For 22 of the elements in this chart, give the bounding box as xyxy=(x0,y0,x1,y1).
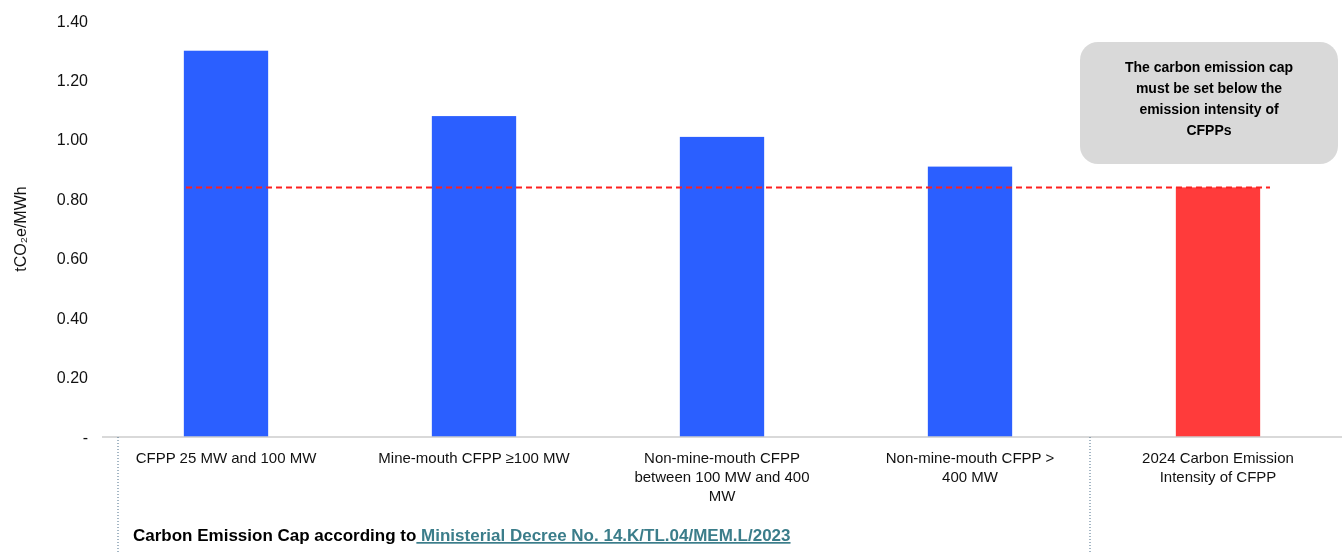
y-tick-label: 0.80 xyxy=(56,190,89,208)
y-tick-label: 0.40 xyxy=(56,309,89,327)
y-tick-label: 1.20 xyxy=(56,72,89,90)
bar xyxy=(927,166,1013,437)
y-tick-label: - xyxy=(82,428,88,446)
text: Ministerial Decree No. 14.K/TL.04/MEM.L/2023 xyxy=(416,526,791,545)
x-tick-label: Non-mine-mouth CFPP > 400 MW xyxy=(885,449,1055,485)
x-tick-label: Non-mine-mouth CFPP between 100 MW and 400 MW xyxy=(634,449,810,504)
x-tick-label: CFPP 25 MW and 100 MW xyxy=(135,449,318,466)
x-tick-label: Mine-mouth CFPP ≥100 MW xyxy=(378,449,571,466)
y-tick-label: 1.40 xyxy=(56,12,89,30)
y-tick-label: 0.20 xyxy=(56,369,89,387)
annotation: The carbon emission cap must be set below the emission intensity of CFPPs xyxy=(1124,59,1294,138)
y-tick-label: 0.60 xyxy=(56,250,89,268)
bar xyxy=(679,136,765,437)
text: Carbon Emission Cap according to xyxy=(133,526,417,545)
y-tick-label: 1.00 xyxy=(56,131,89,149)
x-tick-label: 2024 Carbon Emission Intensity of CFPP xyxy=(1142,449,1294,485)
bar xyxy=(1175,187,1261,437)
y-axis-title: tCO₂e/MWh xyxy=(12,186,29,272)
bar xyxy=(431,116,517,437)
bar xyxy=(183,50,269,437)
